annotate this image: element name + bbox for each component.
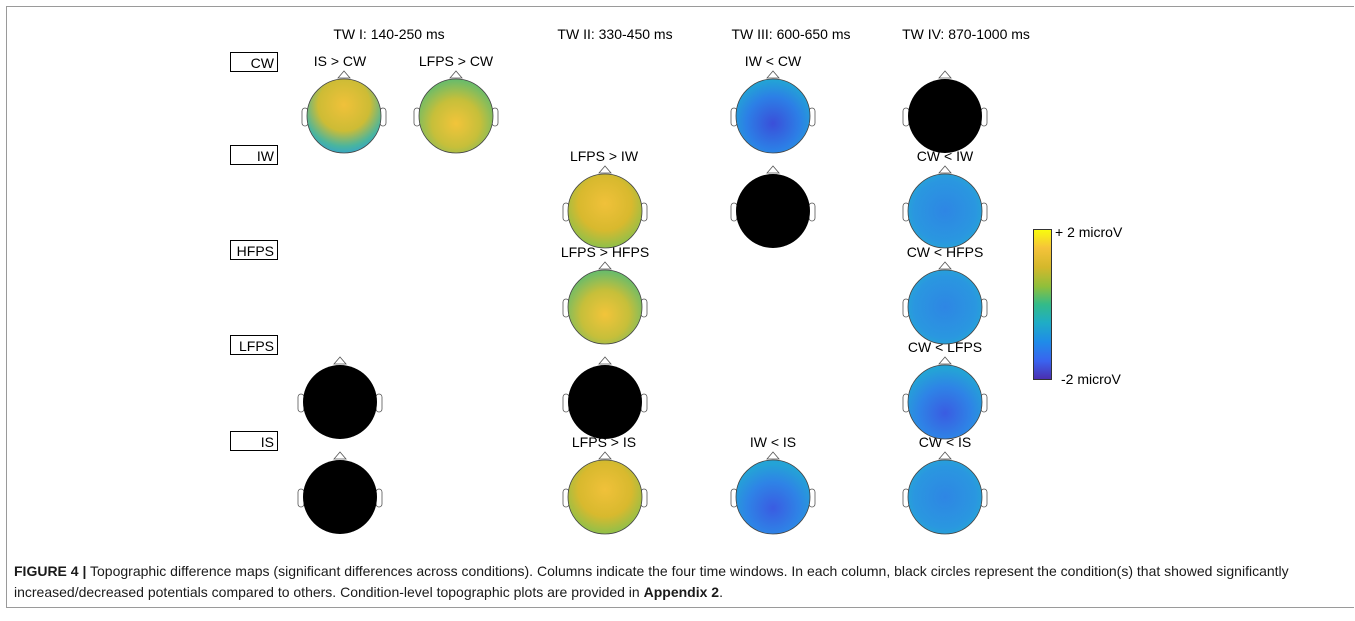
caption-end: .: [719, 584, 723, 600]
topomap-tw3-iw-is: [728, 449, 818, 549]
comparison-label: LFPS > HFPS: [560, 244, 650, 260]
topomap-tw1-lfps-cw: [411, 68, 501, 168]
row-label-hfps: HFPS: [230, 240, 278, 260]
topomap-tw1-lfps-black: [295, 354, 385, 454]
row-label-iw: IW: [230, 145, 278, 165]
topomap-tw3-iw-cw: [728, 68, 818, 168]
tw4-label: TW IV: 870-1000 ms: [902, 26, 1030, 42]
row-label-is: IS: [230, 431, 278, 451]
comparison-label: CW < IW: [916, 148, 974, 164]
topomap-tw2-lfps-hfps: [560, 259, 650, 359]
figure-panel: [6, 6, 1354, 608]
topomap-tw1-is-cw: [299, 68, 389, 168]
topomap-tw4-cw-iw: [900, 163, 990, 263]
comparison-label: IW < IS: [749, 434, 797, 450]
row-label-cw: CW: [230, 52, 278, 72]
caption-text: Topographic difference maps (significant…: [14, 563, 1289, 600]
topomap-tw2-lfps-is: [560, 449, 650, 549]
comparison-label: IW < CW: [744, 53, 802, 69]
comparison-label: IS > CW: [313, 53, 367, 69]
comparison-label: LFPS > IW: [569, 148, 639, 164]
figure-number: FIGURE 4 |: [14, 563, 87, 579]
colorbar-max-label: + 2 microV: [1055, 224, 1123, 240]
figure-caption: FIGURE 4 | Topographic difference maps (…: [14, 561, 1344, 603]
colorbar: [1033, 229, 1052, 380]
topomap-tw2-lfps-black: [560, 354, 650, 454]
tw1-label: TW I: 140-250 ms: [333, 26, 445, 42]
comparison-label: CW < LFPS: [907, 339, 983, 355]
tw3-label: TW III: 600-650 ms: [731, 26, 851, 42]
topomap-tw1-is-black: [295, 449, 385, 549]
topomap-tw4-cw-hfps: [900, 259, 990, 359]
topomap-tw2-lfps-iw: [560, 163, 650, 263]
comparison-label: CW < HFPS: [906, 244, 984, 260]
comparison-label: CW < IS: [918, 434, 972, 450]
row-label-lfps: LFPS: [230, 335, 278, 355]
comparison-label: LFPS > IS: [571, 434, 637, 450]
appendix-reference[interactable]: Appendix 2: [643, 584, 720, 600]
topomap-tw3-iw-black: [728, 163, 818, 263]
topomap-tw4-cw-lfps: [900, 354, 990, 454]
topomap-tw4-cw-black: [900, 68, 990, 168]
topomap-tw4-cw-is: [900, 449, 990, 549]
colorbar-min-label: -2 microV: [1061, 371, 1121, 387]
tw2-label: TW II: 330-450 ms: [557, 26, 673, 42]
comparison-label: LFPS > CW: [418, 53, 494, 69]
